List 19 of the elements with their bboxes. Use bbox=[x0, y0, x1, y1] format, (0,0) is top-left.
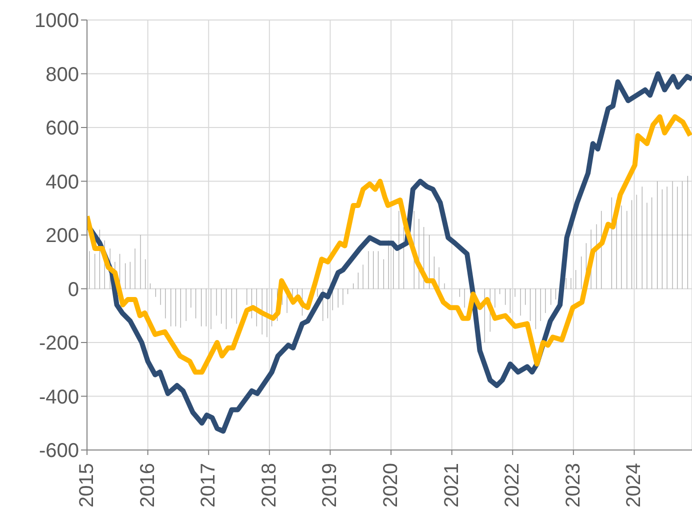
x-tick-label: 2023 bbox=[562, 463, 584, 508]
x-tick-label: 2021 bbox=[440, 463, 463, 508]
x-tick-label: 2016 bbox=[136, 463, 159, 508]
x-tick-label: 2024 bbox=[623, 463, 646, 508]
x-tick-label: 2020 bbox=[380, 463, 402, 508]
y-tick-label: 800 bbox=[46, 64, 79, 86]
y-tick-label: 0 bbox=[68, 278, 79, 301]
y-tick-label: -200 bbox=[38, 332, 79, 355]
x-tick-label: 2018 bbox=[258, 463, 280, 508]
y-tick-label: 400 bbox=[46, 171, 79, 194]
y-tick-label: 600 bbox=[46, 118, 79, 140]
y-tick-label: -600 bbox=[38, 440, 79, 462]
x-tick-label: 2017 bbox=[198, 463, 220, 508]
y-tick-label: 1000 bbox=[34, 10, 79, 32]
y-tick-label: -400 bbox=[38, 386, 79, 408]
y-tick-label: 200 bbox=[46, 225, 79, 248]
x-tick-label: 2019 bbox=[319, 463, 342, 508]
x-tick-label: 2015 bbox=[76, 463, 98, 508]
x-tick-label: 2022 bbox=[502, 463, 524, 508]
